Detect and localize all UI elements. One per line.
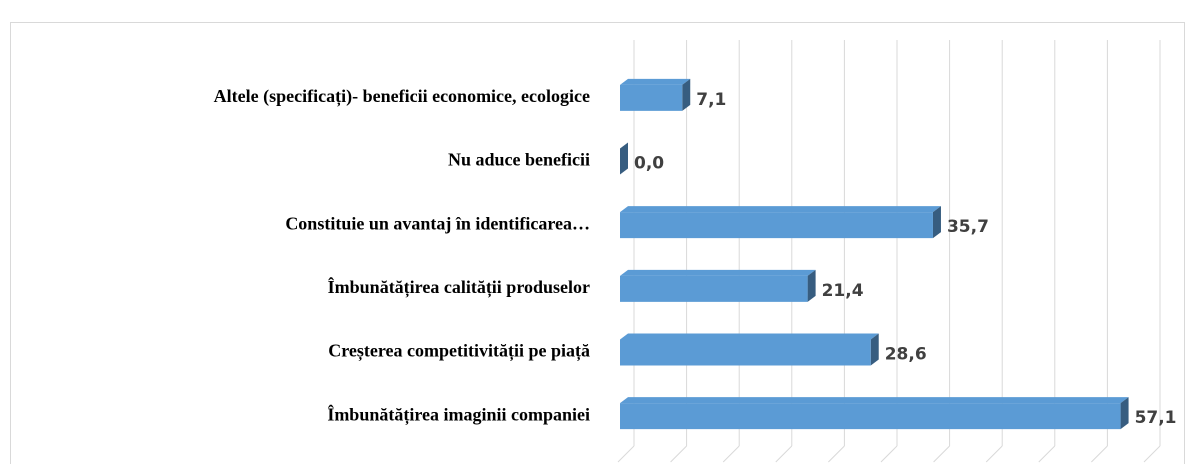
bar-top bbox=[620, 397, 1129, 404]
bar bbox=[620, 206, 941, 239]
chart-frame bbox=[10, 22, 1185, 464]
floor-line bbox=[1091, 445, 1108, 463]
bar-side bbox=[620, 142, 628, 175]
value-label: 0,0 bbox=[634, 154, 664, 174]
floor-line bbox=[933, 445, 950, 463]
bar-top bbox=[620, 333, 879, 340]
bar-side bbox=[870, 333, 879, 366]
bar-side bbox=[932, 206, 941, 239]
category-label: Creșterea competitivității pe piață bbox=[328, 341, 590, 362]
bar-front bbox=[620, 275, 808, 302]
value-label: 21,4 bbox=[822, 281, 864, 301]
category-label: Îmbunătățirea calității produselor bbox=[328, 276, 590, 298]
bar bbox=[620, 397, 1129, 430]
floor-line bbox=[880, 445, 898, 463]
bar-top bbox=[620, 206, 941, 213]
value-label: 7,1 bbox=[696, 90, 726, 110]
bar bbox=[620, 333, 879, 366]
bar-top bbox=[620, 269, 816, 276]
floor-line bbox=[828, 445, 845, 463]
bar-front bbox=[620, 84, 683, 111]
bar-front bbox=[620, 403, 1121, 430]
bar-front bbox=[620, 212, 933, 239]
bar-side bbox=[682, 78, 691, 111]
floor-line bbox=[722, 445, 740, 463]
floor-line bbox=[1143, 445, 1161, 463]
bar bbox=[620, 269, 816, 302]
category-label: Îmbunătățirea imaginii companiei bbox=[327, 403, 590, 425]
bar-front bbox=[620, 339, 871, 366]
bar-side bbox=[1120, 397, 1129, 430]
bar-side bbox=[807, 269, 816, 302]
category-label: Nu aduce beneficii bbox=[448, 150, 590, 170]
value-label: 57,1 bbox=[1135, 408, 1177, 428]
category-label: Constituie un avantaj în identificarea… bbox=[285, 213, 590, 233]
floor-line bbox=[775, 445, 793, 463]
value-label: 28,6 bbox=[885, 345, 927, 365]
bar-top bbox=[620, 78, 691, 85]
floor-line bbox=[1038, 445, 1056, 463]
bar bbox=[620, 142, 628, 175]
floor-line bbox=[670, 445, 687, 463]
floor-line bbox=[617, 445, 635, 463]
value-label: 35,7 bbox=[947, 217, 989, 237]
bar bbox=[620, 78, 691, 111]
floor-line bbox=[985, 445, 1003, 463]
category-label: Altele (specificați)- beneficii economic… bbox=[214, 86, 590, 107]
